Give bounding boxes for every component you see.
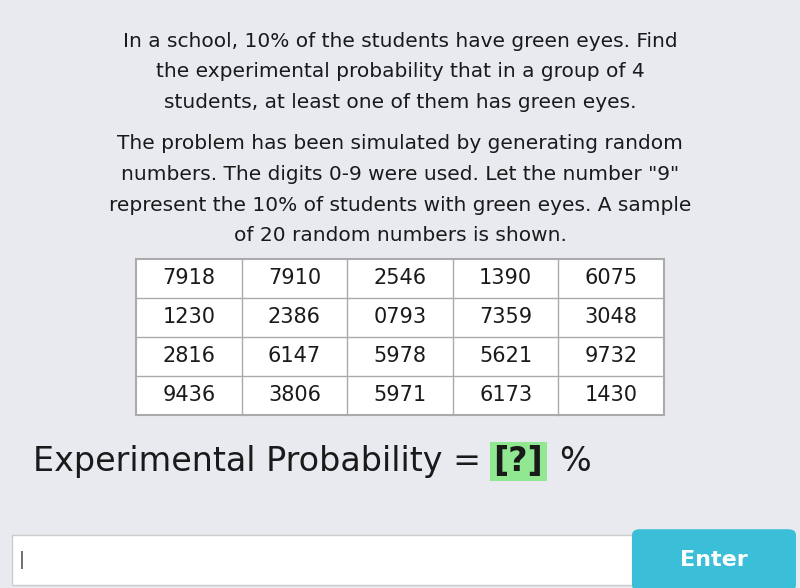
Text: Enter: Enter bbox=[680, 550, 748, 570]
FancyBboxPatch shape bbox=[12, 535, 632, 585]
Text: 1230: 1230 bbox=[162, 307, 215, 327]
Text: 6173: 6173 bbox=[479, 385, 532, 405]
Text: 1390: 1390 bbox=[479, 268, 532, 288]
Text: 6147: 6147 bbox=[268, 346, 321, 366]
Text: represent the 10% of students with green eyes. A sample: represent the 10% of students with green… bbox=[109, 196, 691, 215]
Text: 1430: 1430 bbox=[585, 385, 638, 405]
Text: 3806: 3806 bbox=[268, 385, 321, 405]
Text: 5971: 5971 bbox=[374, 385, 426, 405]
Text: 2546: 2546 bbox=[374, 268, 426, 288]
Text: 2816: 2816 bbox=[162, 346, 215, 366]
Text: numbers. The digits 0-9 were used. Let the number "9": numbers. The digits 0-9 were used. Let t… bbox=[121, 165, 679, 184]
Text: 6075: 6075 bbox=[585, 268, 638, 288]
Text: 3048: 3048 bbox=[585, 307, 638, 327]
FancyBboxPatch shape bbox=[632, 529, 796, 588]
Text: The problem has been simulated by generating random: The problem has been simulated by genera… bbox=[117, 134, 683, 153]
Text: Experimental Probability =: Experimental Probability = bbox=[33, 445, 491, 478]
Text: 5621: 5621 bbox=[479, 346, 532, 366]
Text: %: % bbox=[559, 445, 591, 478]
FancyBboxPatch shape bbox=[136, 259, 664, 415]
Text: [?]: [?] bbox=[494, 445, 543, 478]
Text: of 20 random numbers is shown.: of 20 random numbers is shown. bbox=[234, 226, 566, 245]
Text: 0793: 0793 bbox=[374, 307, 426, 327]
Text: the experimental probability that in a group of 4: the experimental probability that in a g… bbox=[156, 62, 644, 81]
Text: 5978: 5978 bbox=[374, 346, 426, 366]
Text: In a school, 10% of the students have green eyes. Find: In a school, 10% of the students have gr… bbox=[122, 32, 678, 51]
Text: |: | bbox=[18, 551, 24, 569]
Text: 7359: 7359 bbox=[479, 307, 532, 327]
Text: 7910: 7910 bbox=[268, 268, 321, 288]
Text: 2386: 2386 bbox=[268, 307, 321, 327]
Text: students, at least one of them has green eyes.: students, at least one of them has green… bbox=[164, 93, 636, 112]
Text: 9732: 9732 bbox=[585, 346, 638, 366]
Text: 7918: 7918 bbox=[162, 268, 215, 288]
Text: 9436: 9436 bbox=[162, 385, 215, 405]
